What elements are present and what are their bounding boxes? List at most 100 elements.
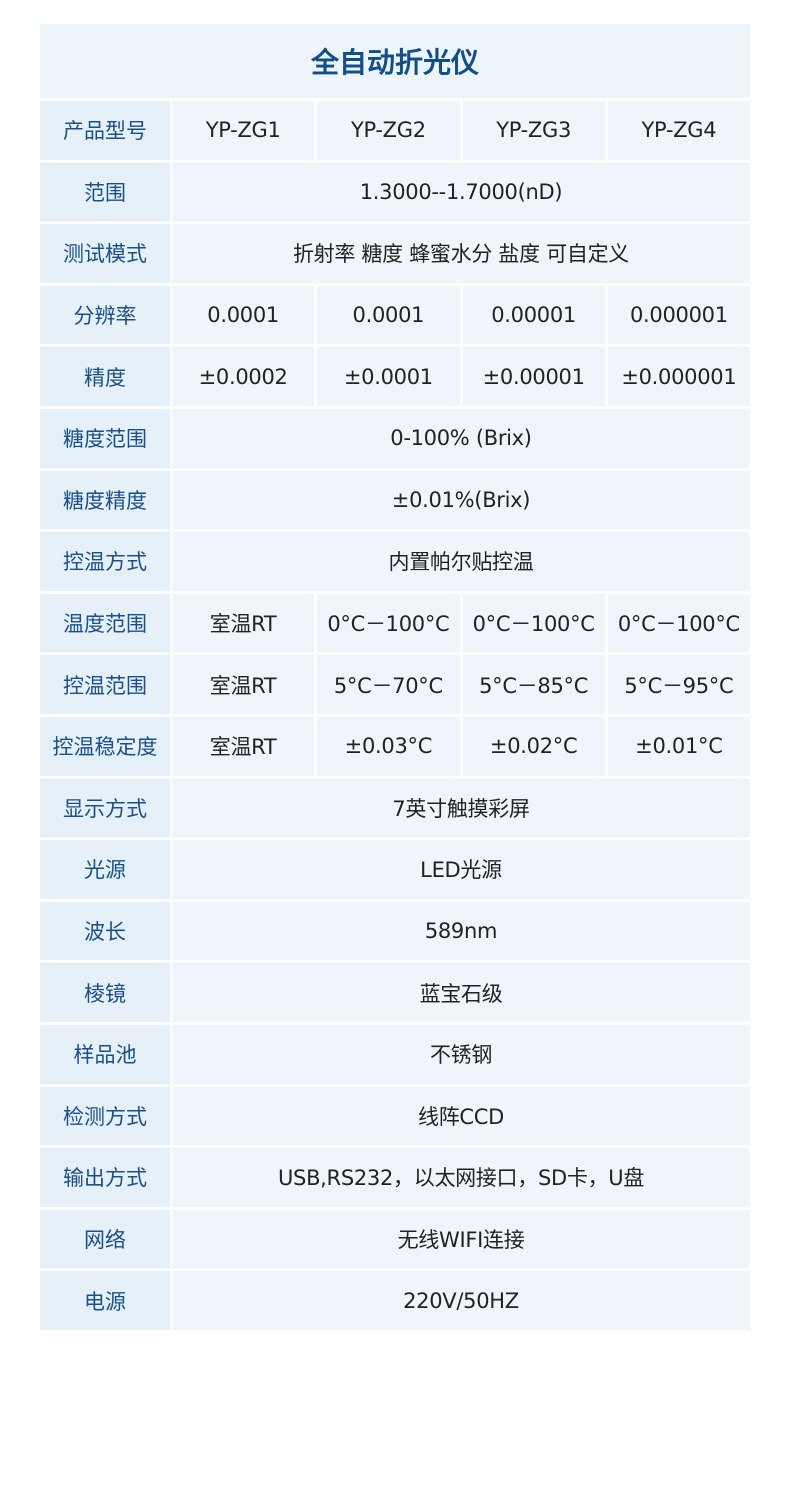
value-cell: 0.0001	[317, 285, 460, 345]
row-label: 棱镜	[40, 963, 170, 1022]
value-cell: 0°C－100°C	[607, 593, 750, 653]
row-label: 网络	[40, 1209, 170, 1269]
row-label: 测试模式	[40, 224, 170, 283]
table-row: 波长 589nm	[40, 901, 750, 961]
row-label: 波长	[40, 901, 170, 961]
value-cell: ±0.01%(Brix)	[172, 470, 750, 530]
value-cell: ±0.0002	[172, 347, 315, 406]
table-row: 糖度精度 ±0.01%(Brix)	[40, 470, 750, 530]
value-cell: YP-ZG4	[607, 101, 750, 160]
row-values: 7英寸触摸彩屏	[172, 778, 750, 838]
value-cell: YP-ZG3	[462, 101, 605, 160]
value-cell: 0.000001	[607, 285, 750, 345]
row-label: 电源	[40, 1271, 170, 1330]
value-cell: 1.3000--1.7000(nD)	[172, 162, 750, 222]
row-values: ±0.0002 ±0.0001 ±0.00001 ±0.000001	[172, 347, 750, 406]
table-row: 检测方式 线阵CCD	[40, 1086, 750, 1146]
row-values: 蓝宝石级	[172, 963, 750, 1022]
value-cell: ±0.01°C	[607, 716, 750, 776]
table-body: 产品型号 YP-ZG1 YP-ZG2 YP-ZG3 YP-ZG4 范围 1.3000--1.…	[40, 101, 750, 1330]
table-row: 电源 220V/50HZ	[40, 1271, 750, 1330]
value-cell: 室温RT	[172, 716, 315, 776]
value-cell: 0.0001	[172, 285, 315, 345]
row-label: 精度	[40, 347, 170, 406]
value-cell: 0.00001	[462, 285, 605, 345]
value-cell: YP-ZG2	[317, 101, 460, 160]
table-row: 范围 1.3000--1.7000(nD)	[40, 162, 750, 222]
table-row: 控温稳定度 室温RT ±0.03°C ±0.02°C ±0.01°C	[40, 716, 750, 776]
value-cell: ±0.000001	[607, 347, 750, 406]
value-cell: 0°C－100°C	[317, 593, 460, 653]
value-cell: ±0.02°C	[462, 716, 605, 776]
row-label: 显示方式	[40, 778, 170, 838]
value-cell: 折射率 糖度 蜂蜜水分 盐度 可自定义	[172, 224, 750, 283]
table-row: 显示方式 7英寸触摸彩屏	[40, 778, 750, 838]
row-values: ±0.01%(Brix)	[172, 470, 750, 530]
row-values: 0-100% (Brix)	[172, 408, 750, 468]
row-label: 样品池	[40, 1024, 170, 1084]
value-cell: 5°C－70°C	[317, 655, 460, 714]
value-cell: 589nm	[172, 901, 750, 961]
row-values: 室温RT 5°C－70°C 5°C－85°C 5°C－95°C	[172, 655, 750, 714]
row-values: USB,RS232，以太网接口，SD卡，U盘	[172, 1148, 750, 1207]
row-label: 输出方式	[40, 1148, 170, 1207]
table-row: 棱镜 蓝宝石级	[40, 963, 750, 1022]
row-values: 室温RT 0°C－100°C 0°C－100°C 0°C－100°C	[172, 593, 750, 653]
table-row: 糖度范围 0-100% (Brix)	[40, 408, 750, 468]
table-row: 样品池 不锈钢	[40, 1024, 750, 1084]
table-row: 测试模式 折射率 糖度 蜂蜜水分 盐度 可自定义	[40, 224, 750, 283]
row-label: 控温方式	[40, 532, 170, 591]
value-cell: 室温RT	[172, 655, 315, 714]
row-label: 检测方式	[40, 1086, 170, 1146]
value-cell: 不锈钢	[172, 1024, 750, 1084]
value-cell: 0-100% (Brix)	[172, 408, 750, 468]
value-cell: 0°C－100°C	[462, 593, 605, 653]
row-values: 1.3000--1.7000(nD)	[172, 162, 750, 222]
value-cell: 蓝宝石级	[172, 963, 750, 1022]
table-row: 网络 无线WIFI连接	[40, 1209, 750, 1269]
row-values: 内置帕尔贴控温	[172, 532, 750, 591]
table-row: 分辨率 0.0001 0.0001 0.00001 0.000001	[40, 285, 750, 345]
table-row: 产品型号 YP-ZG1 YP-ZG2 YP-ZG3 YP-ZG4	[40, 101, 750, 160]
value-cell: 内置帕尔贴控温	[172, 532, 750, 591]
row-label: 糖度范围	[40, 408, 170, 468]
row-label: 分辨率	[40, 285, 170, 345]
row-label: 糖度精度	[40, 470, 170, 530]
value-cell: LED光源	[172, 840, 750, 899]
value-cell: ±0.00001	[462, 347, 605, 406]
value-cell: ±0.0001	[317, 347, 460, 406]
row-values: 无线WIFI连接	[172, 1209, 750, 1269]
value-cell: 室温RT	[172, 593, 315, 653]
spec-table: 全自动折光仪 产品型号 YP-ZG1 YP-ZG2 YP-ZG3 YP-ZG4 范围 1.3…	[40, 24, 750, 1333]
value-cell: 无线WIFI连接	[172, 1209, 750, 1269]
table-row: 输出方式 USB,RS232，以太网接口，SD卡，U盘	[40, 1148, 750, 1207]
value-cell: 7英寸触摸彩屏	[172, 778, 750, 838]
value-cell: USB,RS232，以太网接口，SD卡，U盘	[172, 1148, 750, 1207]
row-values: 线阵CCD	[172, 1086, 750, 1146]
table-title: 全自动折光仪	[40, 24, 750, 98]
row-label: 范围	[40, 162, 170, 222]
row-label: 温度范围	[40, 593, 170, 653]
value-cell: YP-ZG1	[172, 101, 315, 160]
table-row: 光源 LED光源	[40, 840, 750, 899]
row-values: 0.0001 0.0001 0.00001 0.000001	[172, 285, 750, 345]
value-cell: 5°C－95°C	[607, 655, 750, 714]
value-cell: 5°C－85°C	[462, 655, 605, 714]
value-cell: 220V/50HZ	[172, 1271, 750, 1330]
row-values: 220V/50HZ	[172, 1271, 750, 1330]
row-values: YP-ZG1 YP-ZG2 YP-ZG3 YP-ZG4	[172, 101, 750, 160]
table-row: 控温范围 室温RT 5°C－70°C 5°C－85°C 5°C－95°C	[40, 655, 750, 714]
row-label: 控温稳定度	[40, 716, 170, 776]
row-label: 光源	[40, 840, 170, 899]
row-values: 589nm	[172, 901, 750, 961]
table-row: 温度范围 室温RT 0°C－100°C 0°C－100°C 0°C－100°C	[40, 593, 750, 653]
value-cell: 线阵CCD	[172, 1086, 750, 1146]
row-label: 控温范围	[40, 655, 170, 714]
row-values: LED光源	[172, 840, 750, 899]
row-values: 不锈钢	[172, 1024, 750, 1084]
table-row: 控温方式 内置帕尔贴控温	[40, 532, 750, 591]
table-row: 精度 ±0.0002 ±0.0001 ±0.00001 ±0.000001	[40, 347, 750, 406]
row-values: 室温RT ±0.03°C ±0.02°C ±0.01°C	[172, 716, 750, 776]
row-label: 产品型号	[40, 101, 170, 160]
value-cell: ±0.03°C	[317, 716, 460, 776]
